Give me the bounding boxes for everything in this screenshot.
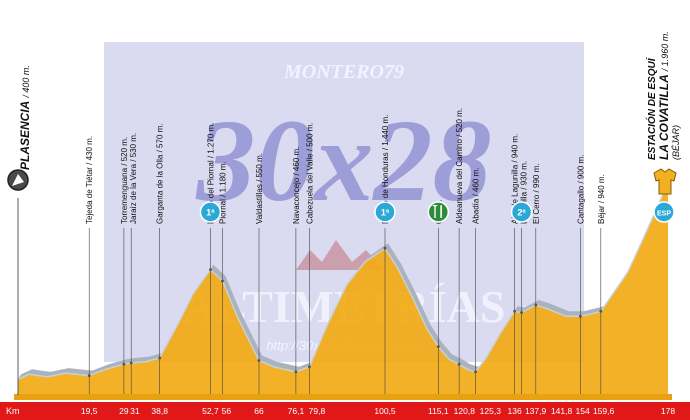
waypoint-point	[294, 370, 298, 374]
profile-fill	[18, 182, 668, 400]
badge-label: ESP	[657, 211, 671, 218]
waypoint-label: Valdastillas / 550 m.	[255, 153, 264, 224]
waypoint-label: El Cerro / 990 m.	[532, 164, 541, 224]
waypoint-point	[158, 356, 162, 360]
category-1-climb-icon: 1ª	[374, 201, 396, 223]
x-axis-tick-label: 141,8	[551, 406, 573, 416]
waypoint-point	[457, 362, 461, 366]
waypoint-point	[436, 345, 440, 348]
watermark-mountain-icon	[296, 240, 384, 270]
waypoint-label: Alto de Lagunilla / 940 m.	[511, 134, 520, 224]
start-marker: PLASENCIA/ 400 m.	[7, 65, 32, 395]
waypoint-label: Cabezuela del Valle / 500 m.	[305, 122, 314, 224]
category-1-climb-icon: 1ª	[199, 201, 222, 223]
finish-sub-label: (BÉJAR)	[671, 125, 681, 160]
x-axis-tick-label: 154	[576, 406, 590, 416]
x-axis-ticks: 19,5 29 31 38,8 52,7 56 66 76,1 79,8 100,5 115,1 12…	[81, 406, 675, 416]
feed-zone-icon	[427, 201, 450, 223]
x-axis-tick-label: 100,5	[374, 406, 396, 416]
waypoint-label: Piornal / 1.180 m.	[219, 161, 228, 224]
waypoint-point	[534, 303, 538, 307]
waypoint-point	[221, 279, 224, 283]
x-axis-tick-label: 136	[508, 406, 522, 416]
x-axis-tick-label: 137,9	[525, 406, 547, 416]
waypoint-point	[209, 268, 212, 272]
waypoint-label: Béjar / 940 m.	[597, 174, 606, 224]
x-axis-tick-label: 19,5	[81, 406, 98, 416]
profile-area	[14, 177, 672, 400]
x-axis-tick-label: 38,8	[151, 406, 168, 416]
waypoint-label: Navaconcejo / 460 m.	[292, 147, 301, 224]
waypoint-labels: Tejeda de Tiétar / 430 m. Torremenguana /…	[85, 108, 606, 224]
x-axis-tick-label: 125,3	[480, 406, 502, 416]
x-axis-tick-label: 52,7	[202, 406, 219, 416]
finish-line2-label: LA COVATILLA	[657, 74, 671, 160]
watermark: MONTERO79 30x28 ALTIMETRÍAS http://30x28…	[104, 42, 584, 362]
x-axis-tick-label: 115,1	[428, 406, 449, 416]
waypoint-label: Tejeda de Tiétar / 430 m.	[85, 136, 94, 224]
watermark-top-text: MONTERO79	[283, 61, 404, 83]
x-axis-tick-label: 56	[222, 406, 232, 416]
waypoint-point	[578, 314, 582, 318]
x-axis-tick-label: 79,8	[309, 406, 326, 416]
waypoint-point	[599, 309, 603, 313]
x-axis-tick-label: 29	[119, 406, 129, 416]
waypoint-point	[257, 359, 261, 362]
x-axis-tick-label: 120,8	[454, 406, 476, 416]
badge-label: 1ª	[206, 208, 215, 218]
x-axis-bar	[0, 402, 690, 420]
waypoint-point	[513, 309, 517, 313]
x-axis-tick-label: 66	[254, 406, 264, 416]
start-alt-label: 400 m.	[21, 65, 31, 93]
x-axis-tick-label: 76,1	[288, 406, 305, 416]
waypoint-label: Jaraíz de la Vera / 530 m.	[129, 133, 138, 224]
profile-line	[17, 182, 669, 381]
waypoint-markers	[87, 228, 603, 394]
start-name-label: PLASENCIA	[18, 101, 32, 170]
climb-badges: 1ª 1ª 2ª ESP	[199, 201, 675, 223]
waypoint-label: Puerto de Honduras / 1.440 m.	[381, 115, 390, 224]
x-axis-tick-label: 178	[661, 406, 675, 416]
finish-alt-label: 1.960 m.	[660, 31, 670, 66]
waypoint-point	[308, 365, 311, 369]
profile-base	[14, 394, 672, 400]
badge-label: 2ª	[517, 208, 526, 218]
waypoint-label: Cantagallo / 900 m.	[576, 155, 585, 224]
waypoint-point	[122, 362, 126, 366]
waypoint-point	[520, 311, 523, 314]
x-axis-tick-label: 31	[130, 406, 140, 416]
special-category-icon: ESP	[653, 201, 675, 223]
waypoint-point	[383, 246, 387, 250]
jersey-icon	[653, 168, 677, 195]
waypoint-point	[474, 370, 477, 374]
category-2-climb-icon: 2ª	[510, 201, 533, 223]
svg-text:PLASENCIA/ 400 m.: PLASENCIA/ 400 m.	[18, 65, 32, 170]
waypoint-point	[129, 361, 133, 365]
waypoint-label: Aldeanueva del Camino / 520 m.	[455, 108, 464, 224]
finish-marker: ESTACIÓN DE ESQUÍ LA COVATILLA/ 1.960 m.…	[645, 31, 681, 195]
finish-line1-label: ESTACIÓN DE ESQUÍ	[645, 56, 658, 160]
waypoint-label: Puerto del Piornal / 1.270 m.	[206, 123, 215, 224]
waypoint-label: Lagunilla / 930 m.	[520, 161, 529, 224]
waypoint-label: Torremenguana / 520 m.	[120, 137, 129, 224]
x-axis: Km 19,5 29 31 38,8 52,7 56 66 76,1 79,8 100,5 115,…	[0, 402, 690, 420]
svg-text:LA COVATILLA/ 1.960 m.: LA COVATILLA/ 1.960 m.	[657, 31, 671, 160]
badge-label: 1ª	[381, 208, 390, 218]
waypoint-label: Abadía / 460 m.	[472, 168, 481, 224]
x-axis-tick-label: 159,6	[593, 406, 615, 416]
x-axis-unit-label: Km	[6, 406, 20, 416]
waypoint-label: Garganta de la Olla / 570 m.	[156, 124, 165, 225]
waypoint-point	[87, 374, 91, 378]
